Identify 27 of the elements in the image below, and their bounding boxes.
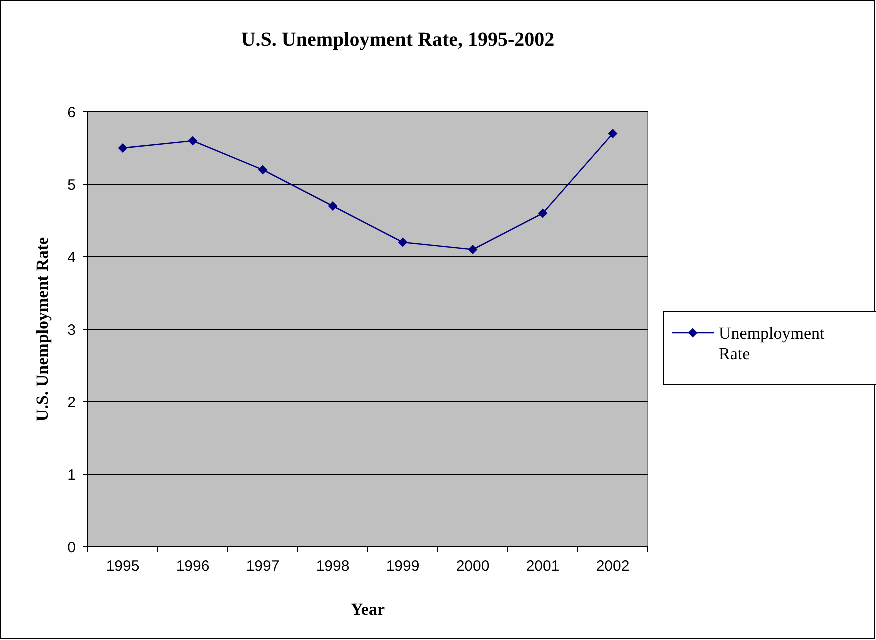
chart-title: U.S. Unemployment Rate, 1995-2002 bbox=[241, 29, 555, 51]
y-tick-label: 5 bbox=[68, 176, 76, 194]
x-tick-label: 2000 bbox=[456, 558, 490, 575]
legend-label: Unemployment Rate bbox=[719, 324, 826, 364]
point bbox=[188, 136, 198, 146]
x-axis-title: Year bbox=[351, 600, 386, 619]
point bbox=[468, 245, 478, 254]
y-tick-label: 1 bbox=[68, 466, 76, 484]
y-tick-label: 3 bbox=[68, 322, 76, 339]
x-tick-label: 1998 bbox=[316, 558, 350, 575]
point bbox=[328, 202, 338, 211]
y-tick-label: 6 bbox=[68, 104, 76, 122]
point bbox=[258, 166, 268, 174]
point bbox=[608, 129, 618, 138]
y-tick-label: 4 bbox=[68, 249, 76, 266]
x-tick-label: 1995 bbox=[106, 558, 140, 575]
x-tick-label: 1999 bbox=[386, 558, 420, 575]
y-axis-title: U.S. Unemployment Rate bbox=[33, 236, 52, 422]
x-tick-label: 2002 bbox=[596, 558, 630, 575]
point bbox=[118, 144, 128, 153]
y-tick-label: 0 bbox=[68, 539, 76, 556]
point bbox=[398, 238, 408, 247]
x-tick-label: 1997 bbox=[246, 558, 280, 575]
x-tick-label: 2001 bbox=[526, 558, 560, 575]
x-tick-label: 1996 bbox=[176, 558, 210, 575]
y-tick-label: 2 bbox=[68, 394, 76, 412]
point bbox=[538, 209, 548, 218]
